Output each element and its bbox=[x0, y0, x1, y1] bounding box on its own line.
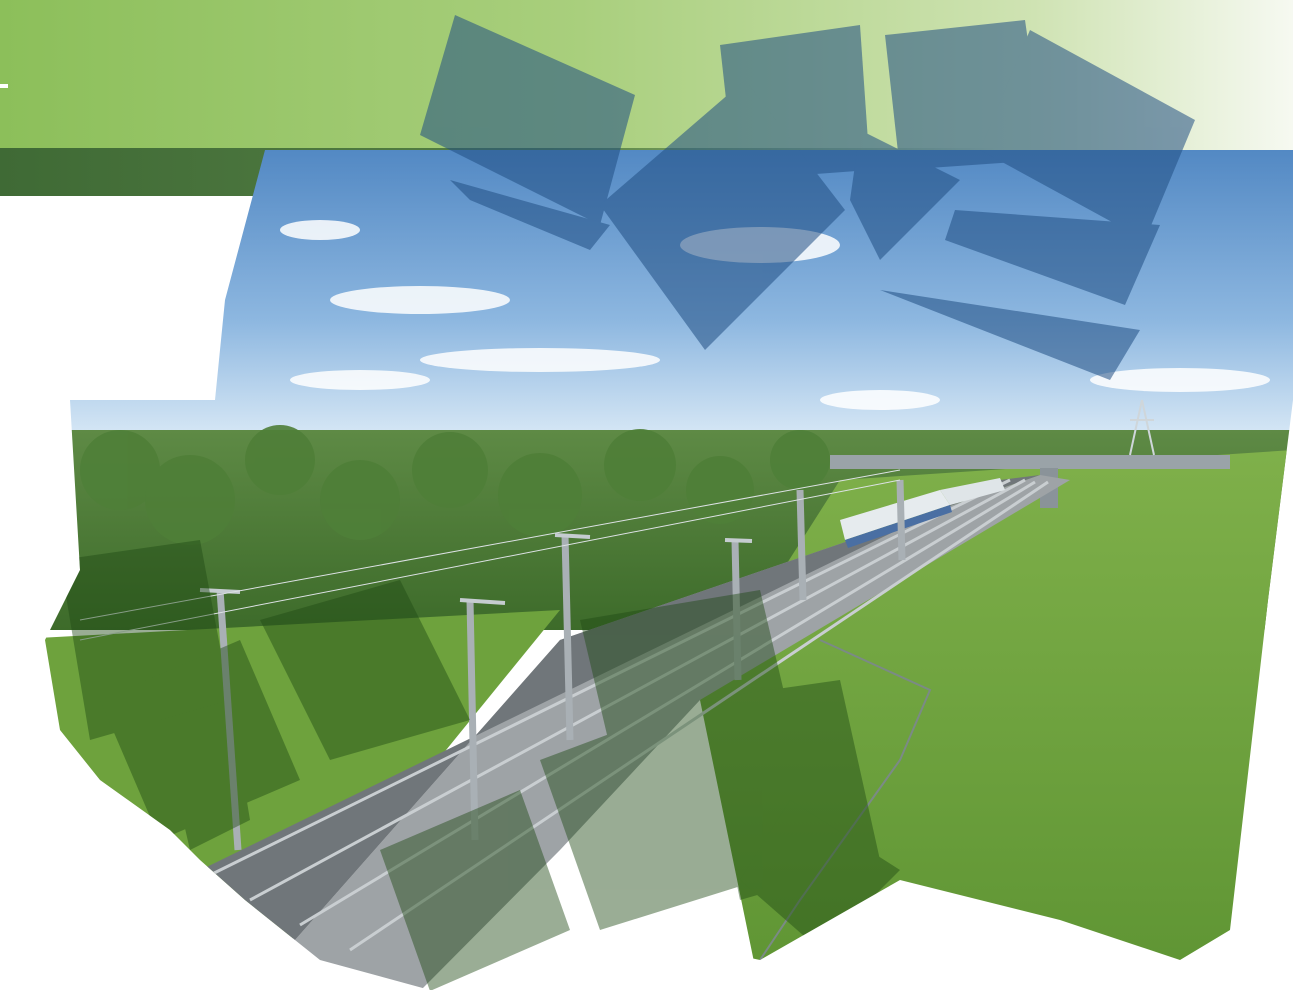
clouds bbox=[280, 220, 1270, 410]
overpass-bridge bbox=[830, 455, 1230, 469]
overlay-tiles-green bbox=[60, 540, 900, 991]
overlay-tiles-blue bbox=[420, 15, 1195, 380]
power-pylon bbox=[1129, 399, 1155, 456]
collage-scene bbox=[45, 150, 1293, 991]
corner-mark bbox=[0, 84, 8, 88]
tree-canopy bbox=[80, 425, 1275, 565]
catenary-poles bbox=[216, 479, 906, 851]
overhead-wires bbox=[79, 469, 901, 641]
fence bbox=[759, 639, 932, 961]
ballast bbox=[250, 475, 1070, 991]
rails bbox=[199, 478, 1049, 952]
